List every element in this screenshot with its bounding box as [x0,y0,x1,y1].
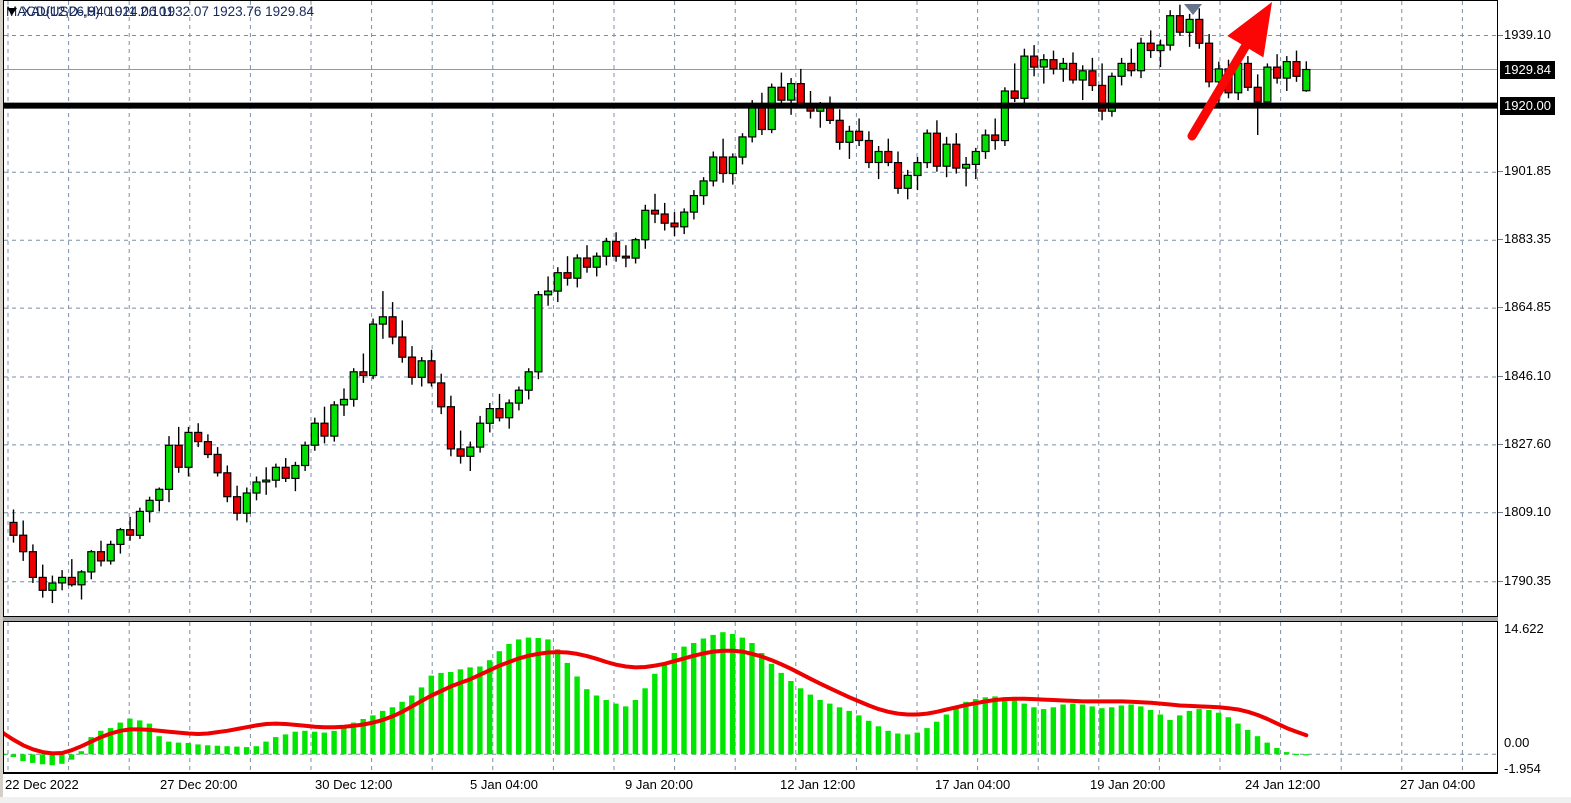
macd-indicator-pane[interactable] [3,621,1498,773]
macd-chart-canvas[interactable] [4,622,1497,772]
price-scale-tick [1498,35,1503,36]
time-scale-axis[interactable]: 22 Dec 2022 27 Dec 20:00 30 Dec 12:00 5 Jan… [3,773,1498,797]
time-scale-label: 27 Dec 20:00 [160,777,238,792]
chart-scroll-marker-icon[interactable] [1184,4,1202,15]
price-scale-axis[interactable]: 1939.10 1929.84 1920.00 1901.85 1883.35 1864.… [1498,0,1571,797]
price-scale-tick [1498,171,1503,172]
price-scale-label: 1901.85 [1504,163,1551,179]
price-scale-label: 1846.10 [1504,367,1551,383]
price-scale-label-highlighted: 1929.84 [1500,60,1555,79]
price-scale-label: 1883.35 [1504,231,1551,247]
time-scale-label: 9 Jan 20:00 [625,777,693,792]
time-scale-label: 17 Jan 04:00 [935,777,1011,792]
window-frame-bottom [0,797,1571,803]
price-scale-label: 1790.35 [1504,572,1551,588]
price-scale-label: 1864.85 [1504,299,1551,315]
price-scale-tick [1498,239,1503,240]
price-scale-tick [1498,512,1503,513]
time-scale-label: 12 Jan 12:00 [780,777,856,792]
price-chart-pane[interactable] [3,0,1498,617]
time-scale-label: 24 Jan 12:00 [1245,777,1321,792]
price-scale-tick [1498,307,1503,308]
price-scale-label-highlighted: 1920.00 [1500,96,1555,115]
price-scale-label: 1827.60 [1504,435,1551,451]
window-frame-left [0,0,3,803]
price-scale-tick [1498,444,1503,445]
macd-scale-label: 0.00 [1504,735,1530,751]
macd-scale-label: -1.954 [1504,761,1541,776]
time-scale-label: 5 Jan 04:00 [470,777,538,792]
price-scale-label: 1809.10 [1504,503,1551,519]
price-chart-canvas[interactable] [4,1,1497,616]
macd-chart-svg [4,622,1497,772]
price-chart-svg [4,1,1497,616]
chart-collapse-arrow-icon[interactable] [7,8,17,15]
price-scale-label: 1939.10 [1504,26,1551,42]
time-scale-label: 27 Jan 04:00 [1400,777,1476,792]
pane-separator[interactable] [3,617,1498,621]
time-scale-label: 19 Jan 20:00 [1090,777,1166,792]
price-scale-tick [1498,581,1503,582]
price-scale-tick [1498,376,1503,377]
time-scale-label: 22 Dec 2022 [5,777,79,792]
macd-scale-label: 14.622 [1504,621,1544,636]
time-scale-label: 30 Dec 12:00 [315,777,393,792]
